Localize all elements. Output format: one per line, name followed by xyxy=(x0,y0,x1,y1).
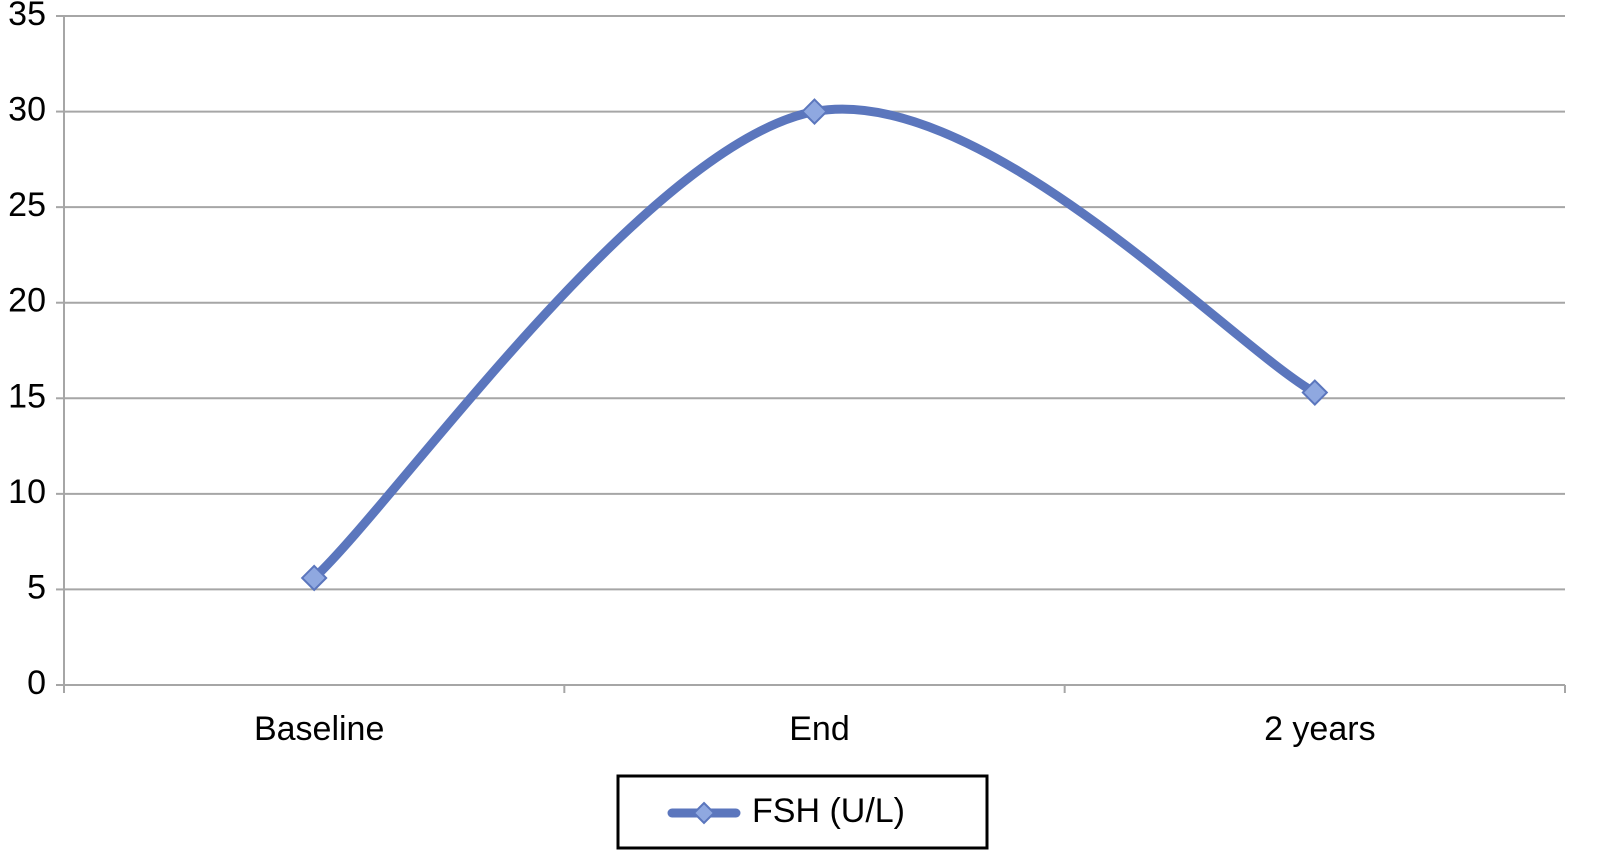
marker xyxy=(1301,379,1329,406)
marker xyxy=(300,564,328,592)
y-tick-label: 10 xyxy=(8,473,46,511)
y-tick-label: 20 xyxy=(8,282,46,320)
x-tick-label: End xyxy=(789,710,850,748)
y-tick-label: 0 xyxy=(27,664,46,702)
x-tick-label: Baseline xyxy=(254,710,384,748)
marker xyxy=(801,98,828,125)
line xyxy=(309,104,1320,583)
x-tick-label: 2 years xyxy=(1264,710,1376,748)
y-tick-label: 35 xyxy=(8,0,46,33)
y-tick-label: 25 xyxy=(8,186,46,224)
y-tick-label: 15 xyxy=(8,377,46,415)
y-tick-label: 30 xyxy=(8,91,46,129)
y-tick-label: 5 xyxy=(27,568,46,606)
legend-label: FSH (U/L) xyxy=(752,792,905,830)
legend-marker xyxy=(692,801,716,825)
